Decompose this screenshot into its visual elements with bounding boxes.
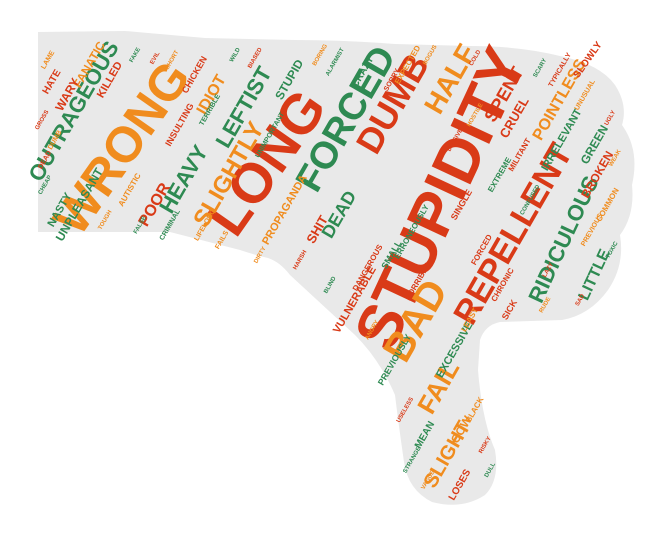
- thumbs-down-shape: [38, 31, 635, 505]
- cloud-word: SAD: [575, 293, 587, 308]
